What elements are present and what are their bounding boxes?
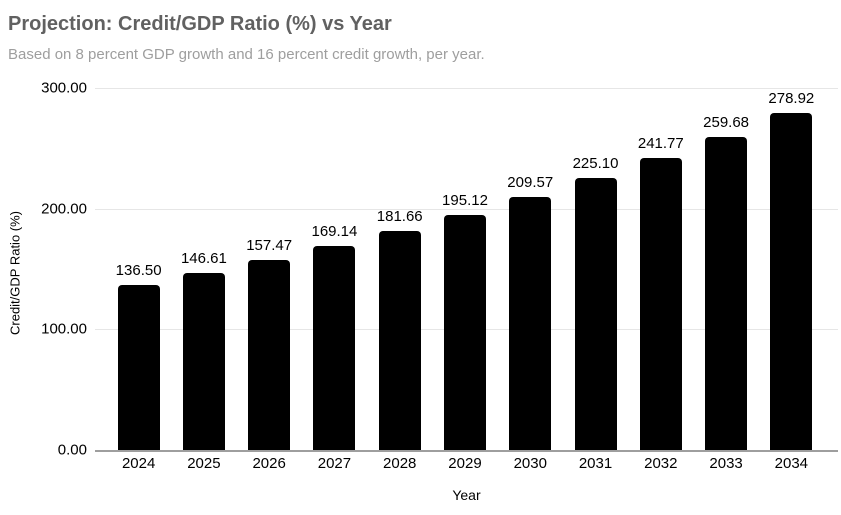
x-tick-label: 2028 xyxy=(383,455,417,472)
gridline xyxy=(95,208,838,210)
bar-slot: 241.77 2032 xyxy=(628,88,693,472)
y-tick-label: 100.00 xyxy=(41,320,87,338)
gridline xyxy=(95,88,838,89)
chart-subtitle: Based on 8 percent GDP growth and 16 per… xyxy=(8,46,485,63)
y-tick-label: 300.00 xyxy=(41,79,87,97)
bar-slot: 157.47 2026 xyxy=(237,88,302,472)
bar-value-label: 278.92 xyxy=(768,90,815,108)
bar-2032: 241.77 xyxy=(638,135,684,450)
bar-2026: 157.47 xyxy=(246,237,292,450)
bar-value-label: 181.66 xyxy=(376,207,423,225)
bar-slot: 146.61 2025 xyxy=(171,88,236,472)
x-tick-label: 2029 xyxy=(448,455,482,472)
bar-slot: 195.12 2029 xyxy=(432,88,497,472)
bar-value-label: 241.77 xyxy=(637,135,684,153)
bar-value-label: 136.50 xyxy=(115,262,162,280)
bar-slot: 278.92 2034 xyxy=(759,88,824,472)
bar-2029: 195.12 xyxy=(442,192,488,450)
y-tick-label: 200.00 xyxy=(41,200,87,218)
x-tick-label: 2032 xyxy=(644,455,678,472)
bar-slot: 225.10 2031 xyxy=(563,88,628,472)
x-tick-label: 2024 xyxy=(121,455,156,472)
bar-2031: 225.10 xyxy=(573,155,618,450)
bar-value-label: 169.14 xyxy=(311,222,358,240)
x-tick-label: 2033 xyxy=(709,455,743,472)
x-tick-label: 2027 xyxy=(317,455,352,472)
y-axis-title: Credit/GDP Ratio (%) xyxy=(7,210,23,336)
bar-2024: 136.50 xyxy=(116,262,162,450)
bar-2030: 209.57 xyxy=(507,174,553,450)
bar-value-label: 195.12 xyxy=(442,191,488,209)
bar-slot: 136.50 2024 xyxy=(106,88,171,472)
bar-value-label: 209.57 xyxy=(507,174,554,192)
bar-value-label: 146.61 xyxy=(180,250,227,268)
y-tick-label: 0.00 xyxy=(57,441,87,459)
bar-value-label: 157.47 xyxy=(246,237,293,254)
bar-2027: 169.14 xyxy=(311,223,357,450)
x-tick-label: 2034 xyxy=(774,455,809,472)
x-tick-label: 2031 xyxy=(578,455,613,472)
chart-title: Projection: Credit/GDP Ratio (%) vs Year xyxy=(8,13,392,35)
bar-value-label: 225.10 xyxy=(572,155,619,173)
x-tick-label: 2030 xyxy=(513,455,547,472)
bar-slot: 259.68 2033 xyxy=(693,88,758,472)
x-tick-label: 2025 xyxy=(187,455,221,472)
bars-region: 136.50 2024 146.61 2025 157.47 2026 169.14 2027… xyxy=(106,88,824,472)
bar-slot: 209.57 2030 xyxy=(498,88,563,472)
bar-2025: 146.61 xyxy=(181,250,227,450)
bar-value-label: 259.68 xyxy=(703,113,750,131)
bar-2033: 259.68 xyxy=(703,114,749,450)
bar-slot: 169.14 2027 xyxy=(302,88,367,472)
plot-area: 136.50 2024 146.61 2025 157.47 2026 169.14 2027… xyxy=(41,80,838,472)
bar-2034: 278.92 xyxy=(768,90,814,450)
x-tick-label: 2026 xyxy=(252,455,286,472)
bar-slot: 181.66 2028 xyxy=(367,88,432,472)
x-axis-title: Year xyxy=(452,487,481,503)
bar-2028: 181.66 xyxy=(377,208,423,450)
